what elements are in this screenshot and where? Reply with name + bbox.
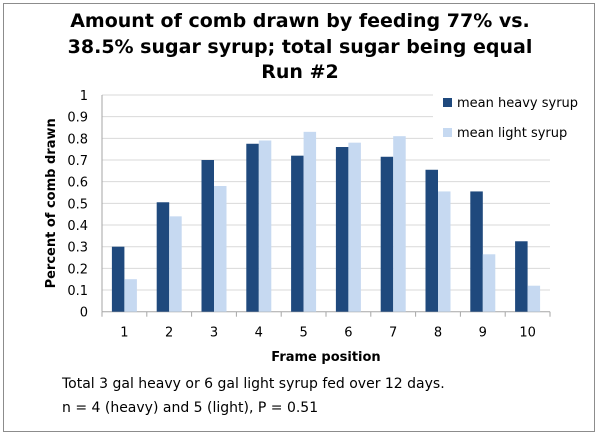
x-tick-label: 5 [299,326,307,341]
bar-light-1 [124,279,137,312]
legend-label: mean light syrup [457,126,567,141]
bar-heavy-6 [335,147,349,312]
note-line-1: Total 3 gal heavy or 6 gal light syrup f… [62,376,445,392]
note-line-2: n = 4 (heavy) and 5 (light), P = 0.51 [62,400,319,416]
x-tick-label: 6 [344,326,352,341]
bar-heavy-4 [246,143,259,312]
bar-light-3 [214,186,227,312]
x-tick-label: 3 [210,326,218,341]
x-tick-label: 4 [255,326,263,341]
y-tick-label: 0.7 [67,154,88,169]
x-axis-label: Frame position [271,350,380,365]
chart-title-line-1: Amount of comb drawn by feeding 77% vs. [70,10,530,32]
bar-heavy-3 [201,160,214,312]
bar-heavy-1 [111,246,125,312]
x-tick-label: 2 [165,326,173,341]
y-tick-label: 0.6 [67,176,88,191]
bar-heavy-10 [515,241,528,312]
x-tick-label: 8 [434,326,442,341]
y-tick-label: 0.1 [67,284,88,299]
y-tick-label: 1 [80,89,88,104]
bar-heavy-8 [425,169,438,312]
bar-light-2 [169,216,182,312]
chart-border [3,3,595,432]
legend-swatch [443,128,452,137]
bar-light-9 [482,254,496,312]
bar-heavy-7 [380,156,394,312]
y-tick-label: 0.9 [67,111,88,126]
bar-light-5 [303,131,317,312]
bar-light-4 [258,140,272,312]
bar-heavy-2 [156,202,170,312]
bar-light-6 [348,142,361,312]
legend-label: mean heavy syrup [457,96,578,111]
x-tick-label: 9 [479,326,487,341]
bar-light-10 [527,285,541,312]
y-tick-label: 0.4 [67,219,88,234]
chart-title-line-2: 38.5% sugar syrup; total sugar being equ… [67,36,533,58]
chart-title-line-3: Run #2 [261,61,339,83]
y-tick-label: 0 [80,306,88,321]
x-tick-label: 7 [389,326,397,341]
y-tick-label: 0.3 [67,241,88,256]
bar-light-8 [438,191,451,312]
bar-light-7 [393,136,406,312]
bar-heavy-5 [291,155,304,312]
x-tick-label: 1 [120,326,128,341]
y-tick-label: 0.5 [67,197,88,212]
y-tick-label: 0.2 [67,262,88,277]
y-tick-label: 0.8 [67,132,88,147]
x-tick-label: 10 [519,326,536,341]
bar-heavy-9 [470,191,483,312]
legend-swatch [443,98,452,107]
y-axis-label: Percent of comb drawn [44,118,59,288]
